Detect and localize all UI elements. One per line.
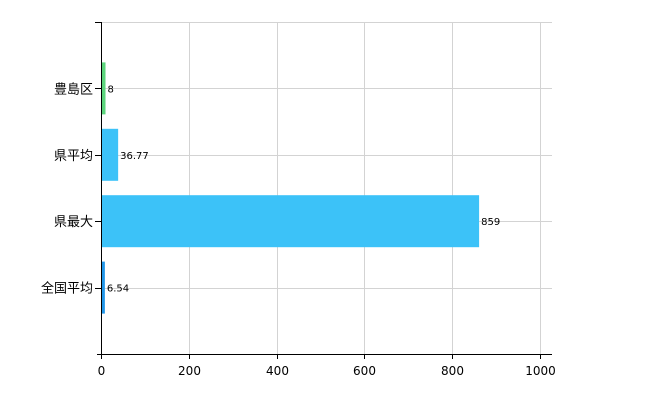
x-tick-label: 600 bbox=[353, 364, 376, 378]
y-tick-label: 県最大 bbox=[54, 215, 93, 230]
bar bbox=[102, 195, 480, 248]
x-tick-label: 800 bbox=[441, 364, 464, 378]
data-label: 36.77 bbox=[120, 151, 149, 162]
data-label: 6.54 bbox=[107, 284, 129, 295]
y-tick-label: 県平均 bbox=[54, 149, 93, 164]
bar bbox=[102, 261, 105, 314]
y-tick-label: 豊島区 bbox=[54, 82, 93, 97]
x-tick-label: 200 bbox=[178, 364, 201, 378]
x-tick-label: 400 bbox=[266, 364, 289, 378]
data-label: 8 bbox=[108, 84, 114, 95]
y-tick-label: 全国平均 bbox=[41, 281, 93, 297]
x-tick-label: 0 bbox=[98, 364, 106, 378]
bar bbox=[102, 128, 119, 181]
data-label: 859 bbox=[481, 217, 500, 228]
x-tick-label: 1000 bbox=[525, 364, 556, 378]
bar bbox=[102, 62, 106, 115]
